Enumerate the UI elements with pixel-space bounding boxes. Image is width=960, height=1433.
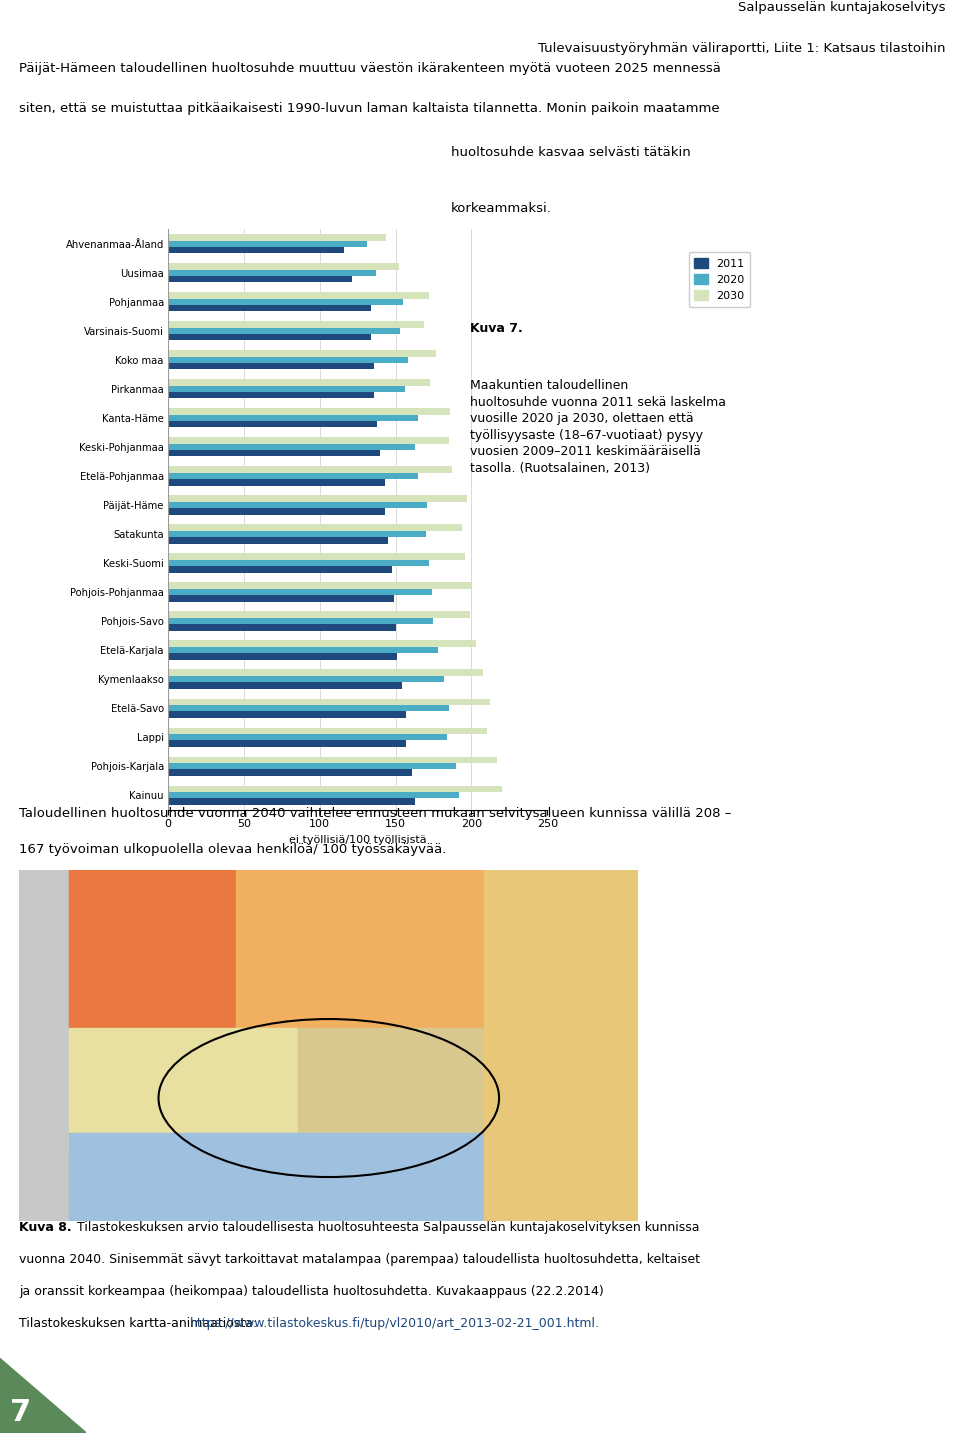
Bar bbox=[168, 479, 385, 486]
Bar bbox=[168, 444, 416, 450]
Bar bbox=[168, 792, 459, 798]
Bar bbox=[19, 870, 69, 1221]
Bar bbox=[168, 734, 447, 741]
Bar bbox=[168, 363, 374, 370]
Text: Päijät-Hämeen taloudellinen huoltosuhde muuttuu väestön ikärakenteen myötä vuote: Päijät-Hämeen taloudellinen huoltosuhde … bbox=[19, 62, 721, 75]
Bar bbox=[168, 705, 448, 711]
Bar bbox=[168, 553, 466, 560]
Text: Tulevaisuustyöryhmän väliraportti, Liite 1: Katsaus tilastoihin: Tulevaisuustyöryhmän väliraportti, Liite… bbox=[539, 42, 946, 54]
Bar bbox=[168, 762, 456, 770]
Polygon shape bbox=[69, 870, 236, 1027]
Polygon shape bbox=[69, 1134, 484, 1221]
Bar bbox=[168, 524, 463, 530]
Bar bbox=[168, 414, 419, 421]
Bar bbox=[168, 530, 426, 537]
Bar bbox=[168, 380, 430, 385]
Bar bbox=[168, 292, 429, 298]
Bar bbox=[168, 646, 438, 653]
Bar bbox=[168, 625, 396, 631]
Text: 7: 7 bbox=[11, 1399, 32, 1427]
Polygon shape bbox=[69, 1027, 298, 1151]
Polygon shape bbox=[298, 1027, 484, 1134]
Text: Taloudellinen huoltosuhde vuonna 2040 vaihtelee ennusteen mukaan selvitysalueen : Taloudellinen huoltosuhde vuonna 2040 va… bbox=[19, 807, 732, 820]
Bar bbox=[168, 496, 467, 502]
Bar bbox=[168, 770, 412, 775]
Bar bbox=[168, 421, 377, 427]
Bar bbox=[168, 466, 451, 473]
Text: Salpausselän kuntajakoselvitys: Salpausselän kuntajakoselvitys bbox=[738, 1, 946, 14]
Bar bbox=[168, 277, 351, 282]
Text: Kuva 7.: Kuva 7. bbox=[470, 322, 523, 335]
Bar bbox=[168, 264, 398, 269]
Text: https://www.tilastokeskus.fi/tup/vl2010/art_2013-02-21_001.html.: https://www.tilastokeskus.fi/tup/vl2010/… bbox=[190, 1317, 600, 1330]
Bar bbox=[168, 234, 387, 241]
Text: korkeammaksi.: korkeammaksi. bbox=[451, 202, 552, 215]
Bar bbox=[168, 595, 394, 602]
Bar bbox=[168, 298, 403, 305]
Bar bbox=[168, 618, 434, 625]
Polygon shape bbox=[484, 870, 638, 1221]
Bar bbox=[168, 502, 427, 509]
Bar bbox=[168, 334, 372, 341]
Bar bbox=[168, 711, 406, 718]
Legend: 2011, 2020, 2030: 2011, 2020, 2030 bbox=[688, 252, 750, 307]
Text: huoltosuhde kasvaa selvästi tätäkin: huoltosuhde kasvaa selvästi tätäkin bbox=[451, 146, 691, 159]
Bar bbox=[168, 393, 374, 398]
Bar bbox=[168, 798, 416, 805]
Bar bbox=[168, 408, 450, 414]
Bar bbox=[168, 757, 497, 762]
Bar bbox=[168, 612, 469, 618]
Bar bbox=[168, 450, 380, 457]
Bar bbox=[168, 785, 502, 792]
Bar bbox=[168, 357, 408, 363]
Bar bbox=[168, 560, 429, 566]
Bar bbox=[168, 566, 393, 573]
Text: Kuva 8.: Kuva 8. bbox=[19, 1221, 72, 1234]
Polygon shape bbox=[0, 1358, 86, 1433]
Bar bbox=[168, 682, 401, 689]
Bar bbox=[168, 246, 344, 254]
Text: 167 työvoiman ulkopuolella olevaa henkilöä/ 100 työssäkäyvää.: 167 työvoiman ulkopuolella olevaa henkil… bbox=[19, 843, 446, 856]
Text: Tilastokeskuksen kartta-animaatiosta:: Tilastokeskuksen kartta-animaatiosta: bbox=[19, 1317, 261, 1330]
Bar bbox=[168, 589, 432, 595]
Bar bbox=[168, 241, 367, 246]
Bar bbox=[168, 305, 372, 311]
Bar bbox=[168, 269, 375, 277]
Text: siten, että se muistuttaa pitkäaikaisesti 1990-luvun laman kaltaista tilannetta.: siten, että se muistuttaa pitkäaikaisest… bbox=[19, 103, 720, 116]
Polygon shape bbox=[236, 870, 484, 1027]
Bar bbox=[168, 328, 400, 334]
Text: Maakuntien taloudellinen
huoltosuhde vuonna 2011 sekä laskelma
vuosille 2020 ja : Maakuntien taloudellinen huoltosuhde vuo… bbox=[470, 380, 727, 474]
X-axis label: ei työllisiä/100 työllisistä: ei työllisiä/100 työllisistä bbox=[289, 835, 426, 845]
Bar bbox=[168, 437, 448, 444]
Bar bbox=[168, 641, 476, 646]
Bar bbox=[168, 473, 419, 479]
Bar bbox=[168, 653, 397, 659]
Bar bbox=[168, 385, 404, 393]
Bar bbox=[168, 676, 444, 682]
Bar bbox=[168, 728, 487, 734]
Bar bbox=[168, 669, 484, 676]
Text: ja oranssit korkeampaa (heikompaa) taloudellista huoltosuhdetta. Kuvakaappaus (2: ja oranssit korkeampaa (heikompaa) talou… bbox=[19, 1285, 604, 1298]
Bar bbox=[168, 509, 385, 514]
Text: vuonna 2040. Sinisemmät sävyt tarkoittavat matalampaa (parempaa) taloudellista h: vuonna 2040. Sinisemmät sävyt tarkoittav… bbox=[19, 1252, 700, 1265]
Bar bbox=[168, 698, 490, 705]
Text: Tilastokeskuksen arvio taloudellisesta huoltosuhteesta Salpausselän kuntajakosel: Tilastokeskuksen arvio taloudellisesta h… bbox=[77, 1221, 700, 1234]
Bar bbox=[168, 582, 471, 589]
Bar bbox=[168, 350, 437, 357]
Bar bbox=[168, 321, 424, 328]
Bar bbox=[168, 741, 406, 747]
Bar bbox=[168, 537, 388, 543]
